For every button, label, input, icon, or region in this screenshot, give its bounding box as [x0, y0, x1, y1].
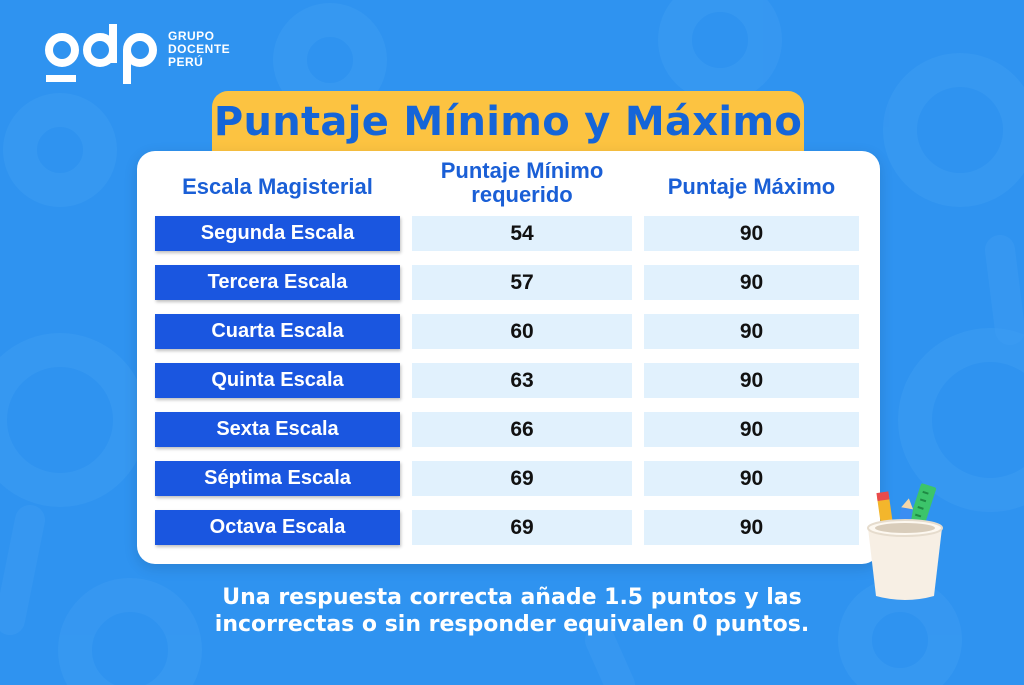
tagline-line: DOCENTE — [168, 42, 231, 56]
title-banner: Puntaje Mínimo y Máximo — [212, 91, 804, 153]
row-minimo: 57 — [412, 265, 632, 300]
brand-tagline: GRUPO DOCENTE PERÚ — [168, 30, 230, 69]
brand-logo: GRUPO DOCENTE PERÚ — [44, 22, 244, 94]
header-maximo: Puntaje Máximo — [667, 174, 836, 199]
row-minimo: 63 — [412, 363, 632, 398]
row-maximo: 90 — [644, 216, 859, 251]
row-maximo: 90 — [644, 510, 859, 545]
footer-note: Una respuesta correcta añade 1.5 puntos … — [200, 584, 824, 638]
row-label: Tercera Escala — [155, 265, 400, 300]
page-title: Puntaje Mínimo y Máximo — [213, 99, 803, 145]
row-minimo: 66 — [412, 412, 632, 447]
footer-line: Una respuesta correcta añade 1.5 puntos … — [222, 585, 802, 610]
row-label: Segunda Escala — [155, 216, 400, 251]
tagline-line: PERÚ — [168, 55, 204, 69]
row-minimo: 54 — [412, 216, 632, 251]
score-table: Escala Magisterial Puntaje Mínimo requer… — [137, 151, 880, 564]
odp-logo — [45, 24, 157, 84]
pencil-cup-icon — [867, 483, 943, 600]
row-maximo: 90 — [644, 314, 859, 349]
header-minimo: Puntaje Mínimo requerido — [440, 158, 604, 207]
row-maximo: 90 — [644, 412, 859, 447]
header-escala: Escala Magisterial — [182, 174, 373, 199]
footer-line: incorrectas o sin responder equivalen 0 … — [214, 612, 810, 637]
row-maximo: 90 — [644, 265, 859, 300]
row-label: Cuarta Escala — [155, 314, 400, 349]
row-label: Octava Escala — [155, 510, 400, 545]
row-label: Quinta Escala — [155, 363, 400, 398]
row-minimo: 69 — [412, 461, 632, 496]
row-minimo: 60 — [412, 314, 632, 349]
row-minimo: 69 — [412, 510, 632, 545]
row-label: Séptima Escala — [155, 461, 400, 496]
row-maximo: 90 — [644, 461, 859, 496]
tagline-line: GRUPO — [168, 29, 215, 43]
row-label: Sexta Escala — [155, 412, 400, 447]
row-maximo: 90 — [644, 363, 859, 398]
